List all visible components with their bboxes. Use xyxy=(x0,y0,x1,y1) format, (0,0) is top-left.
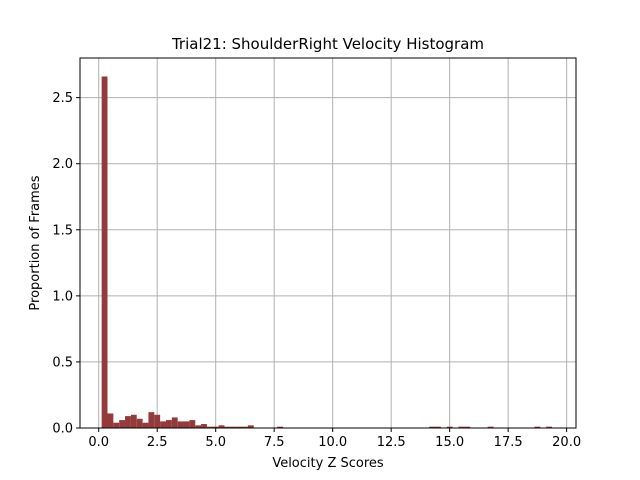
histogram-bar xyxy=(224,426,231,428)
histogram-bar xyxy=(277,426,283,428)
histogram-bar xyxy=(534,426,541,428)
x-tick-label: 20.0 xyxy=(552,435,581,450)
histogram-bar xyxy=(236,426,243,428)
histogram-bar xyxy=(136,418,143,428)
chart-title: Trial21: ShoulderRight Velocity Histogra… xyxy=(171,35,484,53)
histogram-bar xyxy=(464,426,471,428)
histogram-bar xyxy=(125,416,131,428)
histogram-bar xyxy=(165,420,172,428)
histogram-bar xyxy=(487,426,494,428)
histogram-bar xyxy=(107,413,114,428)
histogram-bars xyxy=(101,76,553,428)
histogram-bar xyxy=(201,424,207,428)
y-axis-label: Proportion of Frames xyxy=(28,175,43,310)
histogram-bar xyxy=(435,426,441,428)
y-tick-label: 2.5 xyxy=(52,91,73,106)
histogram-bar xyxy=(212,426,219,428)
histogram-bar xyxy=(130,414,137,428)
y-tick-label: 2.0 xyxy=(52,157,73,172)
x-tick-label: 15.0 xyxy=(435,435,464,450)
x-tick-label: 7.5 xyxy=(264,435,285,450)
histogram-bar xyxy=(429,426,436,428)
axis-ticks: 0.0 2.5 5.0 7.5 10.0 12.5 15.0 17.5 20.0 0.0 0.5 1.… xyxy=(52,91,581,450)
histogram-bar xyxy=(177,421,184,428)
plot-frame xyxy=(79,57,577,429)
x-tick-label: 5.0 xyxy=(205,435,226,450)
histogram-bar xyxy=(119,420,126,428)
histogram-bar xyxy=(101,76,108,428)
histogram-bar xyxy=(183,421,190,428)
x-tick-label: 0.0 xyxy=(88,435,109,450)
histogram-bar xyxy=(230,426,237,428)
x-tick-label: 12.5 xyxy=(377,435,406,450)
histogram-bar xyxy=(242,426,248,428)
grid-lines xyxy=(80,58,576,429)
histogram-bar xyxy=(113,422,120,428)
y-tick-label: 1.5 xyxy=(52,223,73,238)
histogram-bar xyxy=(247,425,254,428)
histogram-bar xyxy=(218,425,225,428)
y-tick-label: 1.0 xyxy=(52,289,73,304)
histogram-bar xyxy=(171,417,178,428)
x-axis-label: Velocity Z Scores xyxy=(272,456,384,471)
x-tick-label: 10.0 xyxy=(318,435,347,450)
histogram-bar xyxy=(206,426,213,428)
histogram-bar xyxy=(160,421,166,428)
histogram-bar xyxy=(446,426,453,428)
histogram-bar xyxy=(546,426,553,428)
histogram-bar xyxy=(189,420,196,428)
x-tick-label: 17.5 xyxy=(494,435,523,450)
histogram-bar xyxy=(142,422,149,428)
y-tick-label: 0.0 xyxy=(52,422,73,437)
x-tick-label: 2.5 xyxy=(147,435,168,450)
histogram-bar xyxy=(148,412,155,428)
histogram-bar xyxy=(195,425,202,428)
y-tick-label: 0.5 xyxy=(52,355,73,370)
histogram-bar xyxy=(154,414,161,428)
histogram-bar xyxy=(458,426,465,428)
